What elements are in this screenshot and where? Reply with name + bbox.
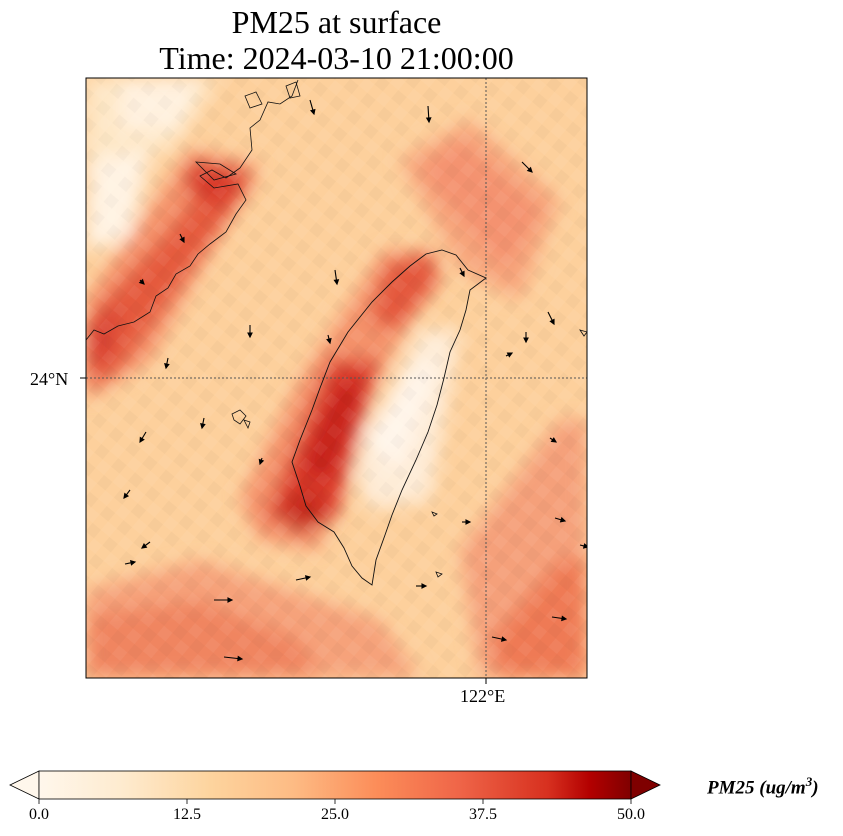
latitude-tick-label: 24°N bbox=[30, 369, 69, 389]
fujian-coastline bbox=[86, 79, 299, 341]
longitude-tick-label: 122°E bbox=[460, 686, 506, 706]
wind-arrow-head bbox=[237, 655, 244, 662]
wind-arrow-head bbox=[421, 583, 428, 589]
wind-arrow-head bbox=[304, 575, 312, 581]
wind-arrow-head bbox=[138, 278, 145, 285]
wind-vectors bbox=[123, 99, 587, 662]
wind-arrow-head bbox=[561, 615, 568, 622]
wind-arrow-head bbox=[582, 543, 587, 549]
wind-arrow-head bbox=[129, 560, 137, 566]
wind-arrow-head bbox=[141, 542, 148, 549]
wind-arrow-head bbox=[465, 519, 472, 525]
map-title-line2: Time: 2024-03-10 21:00:00 bbox=[159, 40, 514, 76]
wind-arrow-head bbox=[123, 492, 130, 499]
wind-arrow-head bbox=[425, 117, 432, 124]
colorbar-tick: 25.0 bbox=[321, 806, 349, 823]
wind-arrow-head bbox=[550, 437, 558, 443]
wind-arrow-head bbox=[200, 422, 206, 430]
colorbar-tick: 37.5 bbox=[469, 806, 497, 823]
wind-arrow-head bbox=[526, 166, 533, 173]
wind-arrow-head bbox=[559, 516, 567, 523]
wind-arrow-head bbox=[333, 279, 340, 286]
wind-arrow-head bbox=[500, 636, 508, 642]
map-title-line1: PM25 at surface bbox=[231, 4, 442, 40]
colorbar-tick: 0.0 bbox=[29, 806, 49, 823]
colorbar-tick: 12.5 bbox=[173, 806, 201, 823]
colorbar-label: PM25 (ug/m3) bbox=[707, 774, 819, 799]
wind-arrow-head bbox=[164, 362, 170, 370]
colorbar bbox=[9, 770, 661, 804]
taiwan-coastline bbox=[291, 249, 487, 586]
wind-arrow-head bbox=[247, 332, 253, 339]
wind-arrow-head bbox=[549, 318, 555, 326]
pm25-map bbox=[80, 77, 588, 684]
colorbar-tick: 50.0 bbox=[617, 806, 645, 823]
wind-arrow-head bbox=[258, 458, 265, 466]
wind-arrow-head bbox=[459, 270, 465, 278]
pm25-field bbox=[86, 78, 587, 678]
wind-arrow-head bbox=[326, 337, 332, 345]
wind-arrow-head bbox=[179, 236, 185, 244]
wind-arrow-head bbox=[506, 352, 514, 358]
wind-arrow-head bbox=[523, 337, 529, 344]
penghu-islands bbox=[231, 409, 247, 425]
wind-arrow-head bbox=[309, 108, 316, 116]
wind-arrow-head bbox=[227, 597, 234, 603]
wind-arrow-head bbox=[139, 436, 145, 444]
